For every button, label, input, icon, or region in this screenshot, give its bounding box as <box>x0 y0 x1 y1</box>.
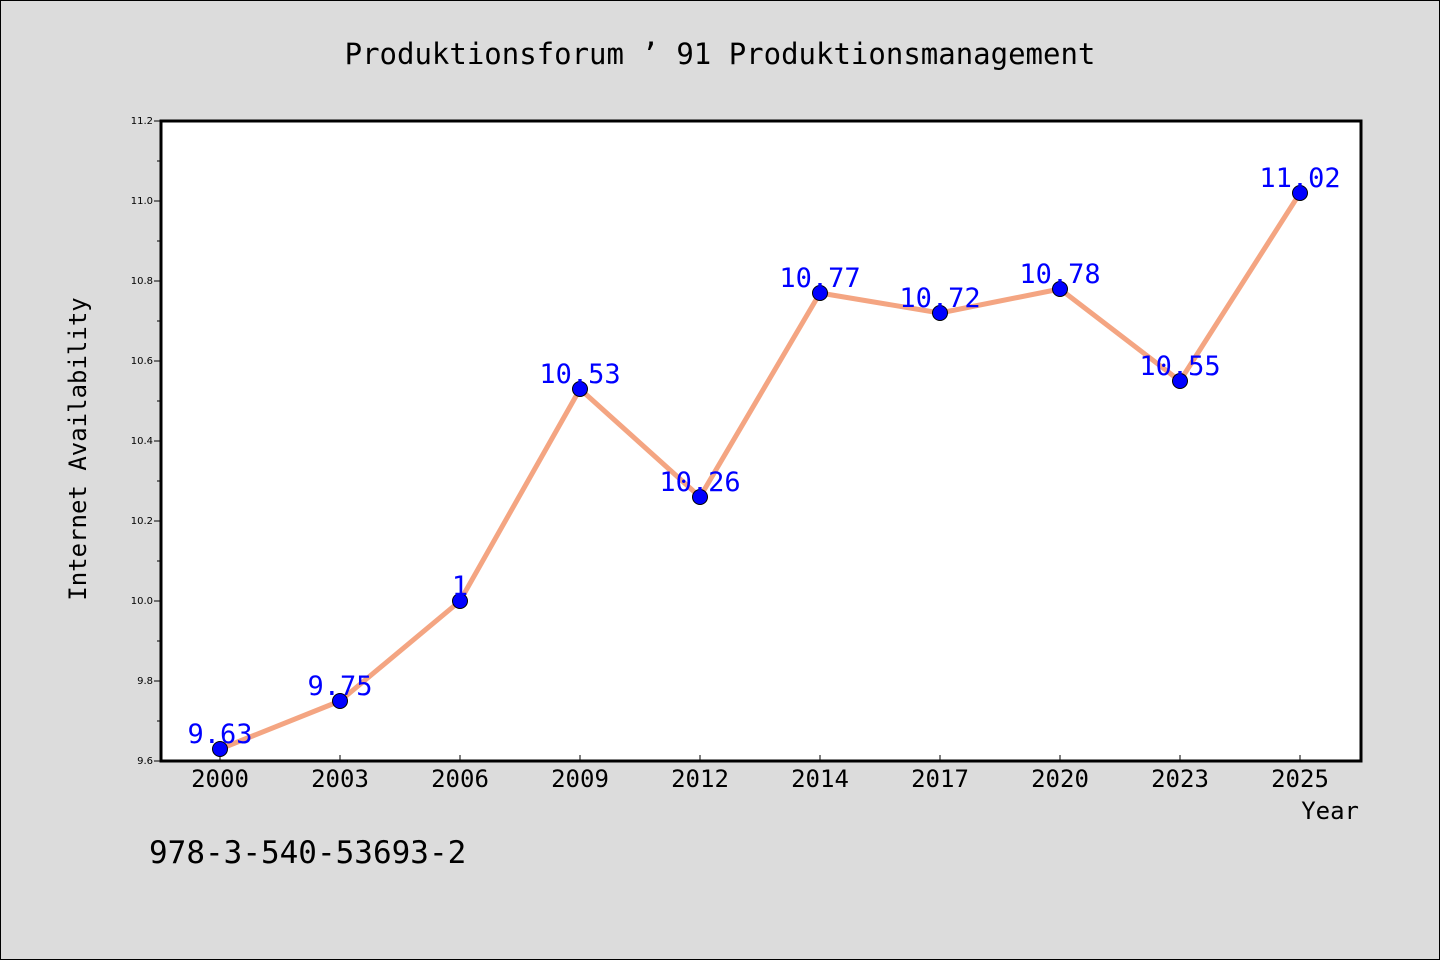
data-point <box>1292 185 1308 201</box>
x-tick-label: 2017 <box>911 765 969 793</box>
series-line <box>217 190 1303 752</box>
data-label: 10.53 <box>539 359 620 390</box>
isbn-text: 978-3-540-53693-2 <box>149 835 467 871</box>
data-point <box>212 741 228 757</box>
data-point <box>692 489 708 505</box>
data-point <box>932 305 948 321</box>
data-point <box>1172 373 1188 389</box>
x-tick-label: 2003 <box>311 765 369 793</box>
plot-area <box>159 119 1363 763</box>
data-point <box>452 593 468 609</box>
data-label: 9.63 <box>187 719 252 750</box>
x-tick-label: 2020 <box>1031 765 1089 793</box>
data-label: 10.78 <box>1019 259 1100 290</box>
y-tick-label: 9.6 <box>137 756 153 767</box>
data-point <box>332 693 348 709</box>
y-tick-label: 11.0 <box>131 196 153 207</box>
y-tick-label: 10.0 <box>131 596 153 607</box>
data-point <box>572 381 588 397</box>
x-tick-label: 2009 <box>551 765 609 793</box>
x-tick-label: 2025 <box>1271 765 1329 793</box>
chart-title: Produktionsforum ’ 91 Produktionsmanagem… <box>344 37 1096 71</box>
x-tick-label: 2023 <box>1151 765 1209 793</box>
data-label: 11.02 <box>1259 163 1340 194</box>
x-tick-label: 2000 <box>191 765 249 793</box>
x-axis-label: Year <box>1301 797 1359 825</box>
data-point <box>812 285 828 301</box>
x-tick-label: 2012 <box>671 765 729 793</box>
data-label: 10.26 <box>659 467 740 498</box>
data-label: 10.72 <box>899 283 980 314</box>
data-point <box>1052 281 1068 297</box>
y-tick-label: 9.8 <box>137 676 153 687</box>
y-tick-label: 10.2 <box>131 516 153 527</box>
data-label: 10.77 <box>779 263 860 294</box>
x-tick-label: 2006 <box>431 765 489 793</box>
data-label: 10.55 <box>1139 351 1220 382</box>
data-label: 1 <box>452 571 468 602</box>
y-tick-label: 10.4 <box>131 436 153 447</box>
y-tick-label: 10.8 <box>131 276 153 287</box>
y-tick-label: 10.6 <box>131 356 153 367</box>
y-axis-label: Internet Availability <box>64 297 92 601</box>
data-label: 9.75 <box>307 671 372 702</box>
y-tick-label: 11.2 <box>131 116 153 127</box>
x-tick-label: 2014 <box>791 765 849 793</box>
